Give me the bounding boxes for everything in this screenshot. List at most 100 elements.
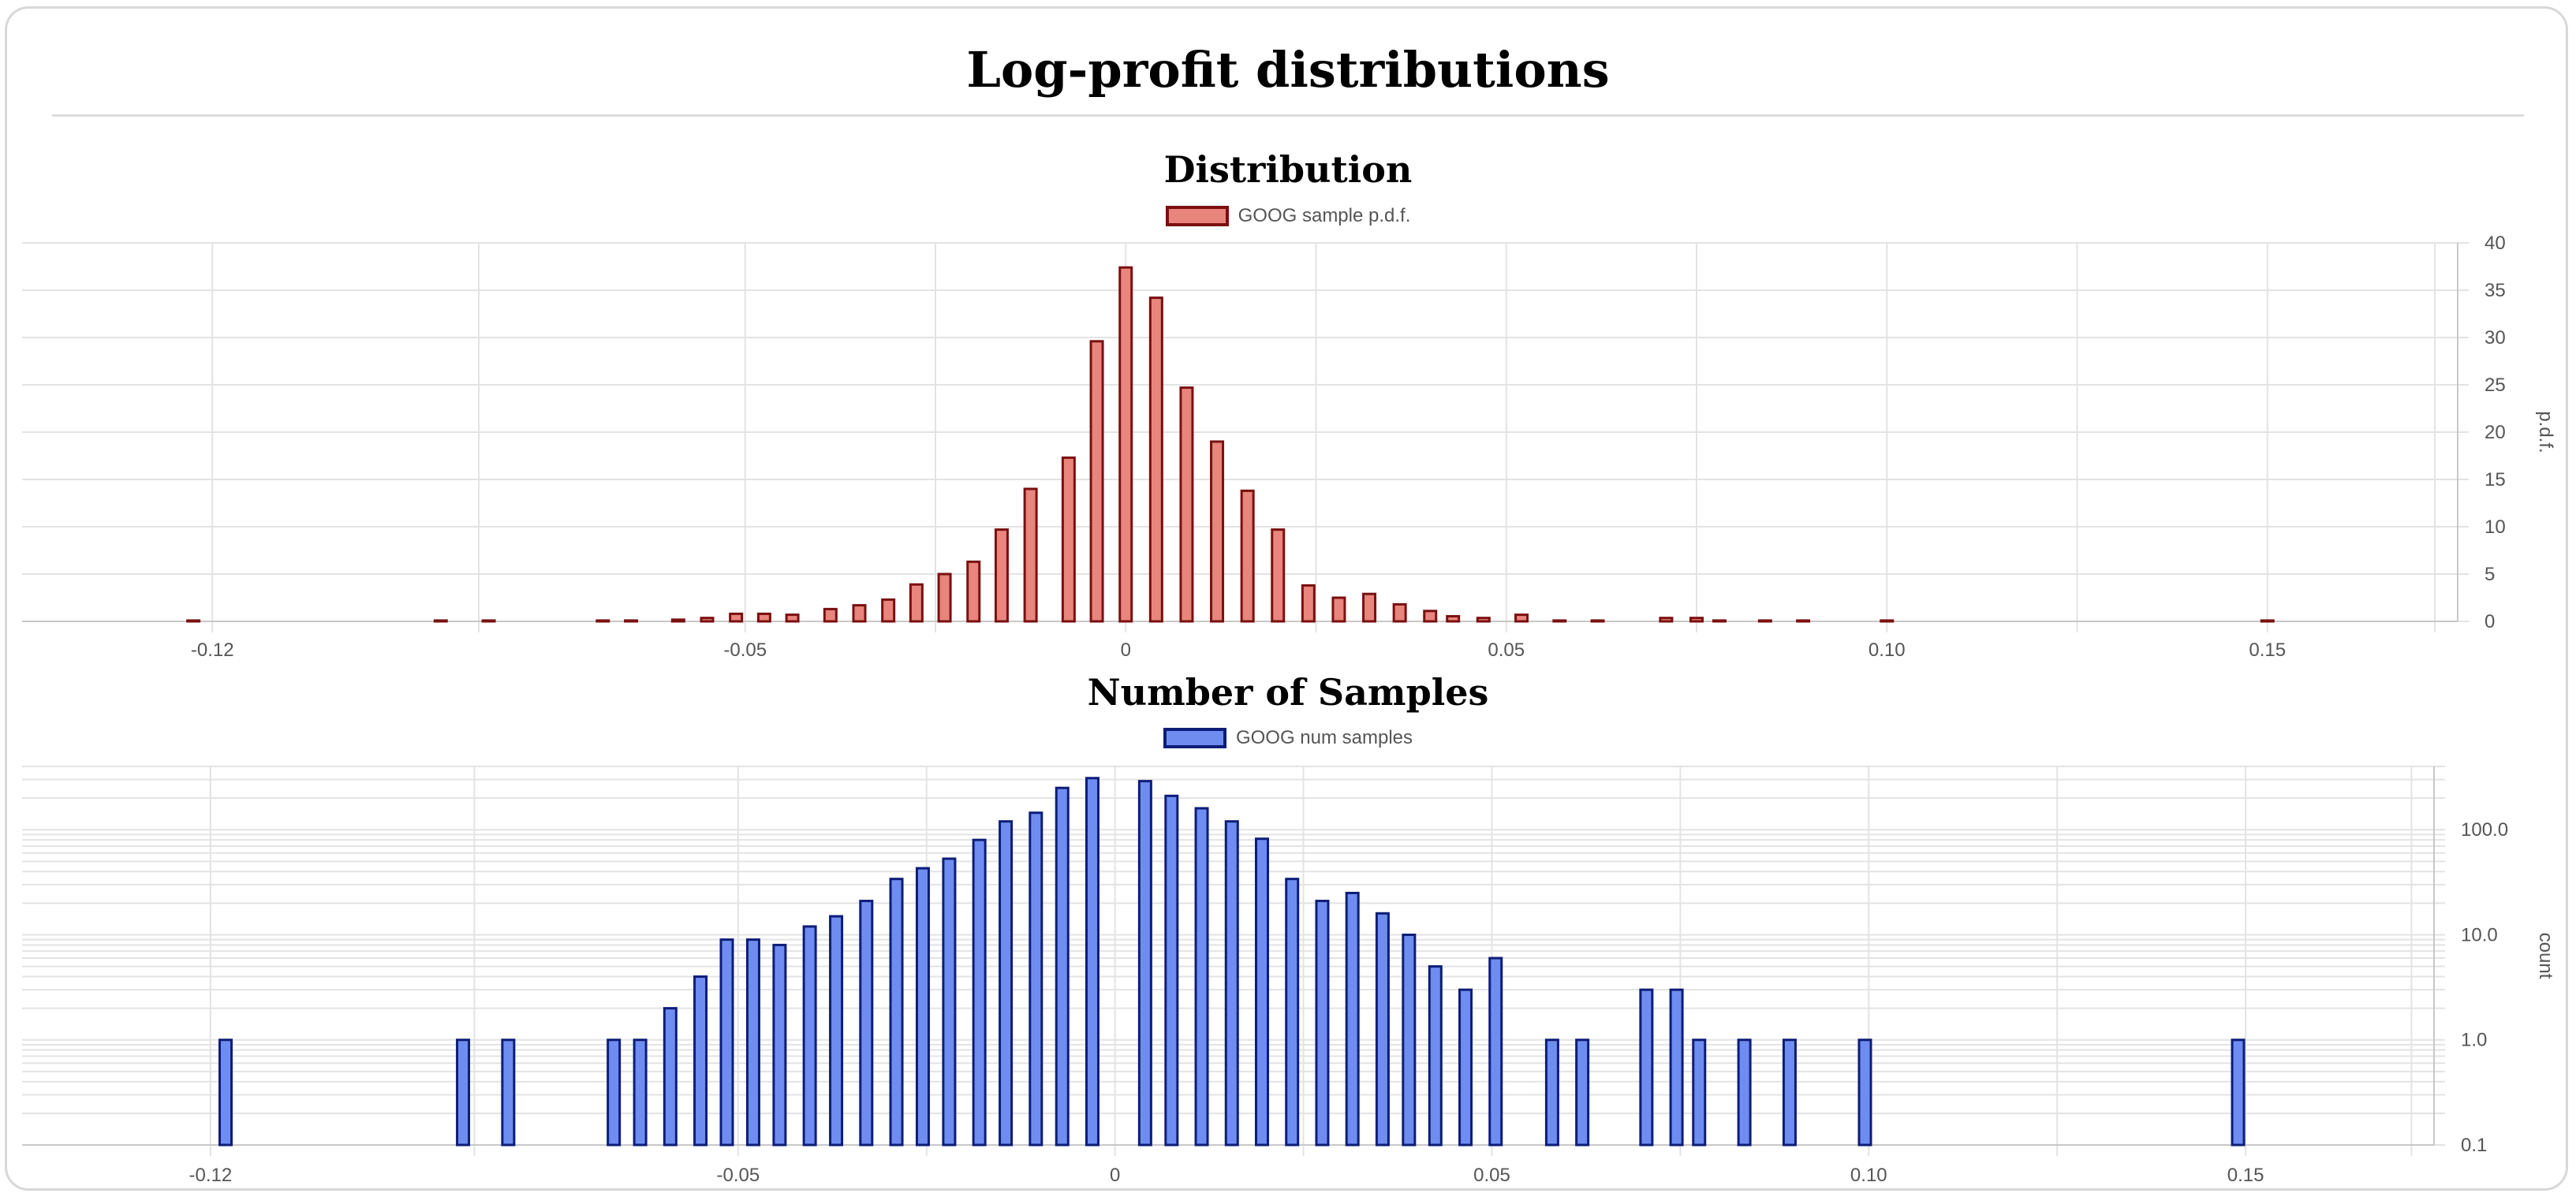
bar xyxy=(1148,296,1163,623)
bar xyxy=(719,938,734,1147)
bar xyxy=(999,820,1014,1147)
bar xyxy=(966,560,981,623)
bar xyxy=(1089,340,1104,623)
bar xyxy=(1476,617,1491,623)
y-tick-label: 0 xyxy=(2485,611,2495,632)
bar xyxy=(1392,602,1407,623)
x-tick-label: 0.10 xyxy=(1850,1165,1887,1186)
bar xyxy=(772,943,787,1147)
bar xyxy=(1240,489,1255,623)
bar xyxy=(607,1039,622,1147)
bar xyxy=(1137,780,1152,1147)
bar xyxy=(1659,617,1674,623)
bar xyxy=(1362,592,1377,623)
distribution-legend-label[interactable]: GOOG sample p.d.f. xyxy=(1238,205,1411,226)
y-axis-title: p.d.f. xyxy=(2535,411,2556,453)
x-tick-label: 0 xyxy=(1121,640,1131,661)
x-tick-label: 0.15 xyxy=(2227,1165,2264,1186)
x-tick-label: 0.15 xyxy=(2249,640,2286,661)
bar xyxy=(670,618,685,623)
bar xyxy=(756,612,771,623)
page-title: Log-profit distributions xyxy=(966,41,1610,99)
bar xyxy=(852,604,867,623)
samples-legend-swatch[interactable] xyxy=(1163,728,1226,748)
bar xyxy=(633,1039,648,1147)
bar xyxy=(994,528,1009,623)
bar xyxy=(1061,456,1076,623)
bar xyxy=(1737,1039,1752,1147)
bar xyxy=(1782,1039,1797,1147)
y-tick-label: 5 xyxy=(2485,564,2495,585)
bar xyxy=(1331,596,1346,623)
bar xyxy=(1692,1039,1707,1147)
bar xyxy=(1055,786,1070,1147)
bar xyxy=(1669,988,1684,1147)
bar xyxy=(1179,386,1194,623)
bar xyxy=(1023,487,1038,623)
samples-legend[interactable]: GOOG num samples xyxy=(0,727,2576,749)
x-tick-label: -0.05 xyxy=(723,640,767,661)
bar xyxy=(1689,617,1704,623)
x-tick-label: 0.05 xyxy=(1473,1165,1510,1186)
y-tick-label: 20 xyxy=(2485,422,2506,443)
bar xyxy=(1085,777,1099,1147)
bar xyxy=(823,607,838,623)
bar xyxy=(1575,1039,1590,1147)
y-tick-label: 10 xyxy=(2485,516,2506,538)
y-tick-label: 30 xyxy=(2485,327,2506,349)
bar xyxy=(1375,912,1390,1147)
bar xyxy=(915,867,930,1147)
bar xyxy=(1423,610,1438,623)
y-tick-label: 35 xyxy=(2485,280,2506,301)
bar xyxy=(859,900,874,1147)
bar xyxy=(1118,266,1133,623)
y-tick-label: 40 xyxy=(2485,233,2506,254)
bar xyxy=(1514,613,1529,623)
bar xyxy=(745,938,760,1147)
bar xyxy=(942,857,957,1147)
bar xyxy=(1857,1039,1872,1147)
bar xyxy=(1639,988,1654,1147)
bar xyxy=(1271,528,1286,623)
bar xyxy=(889,878,904,1147)
bar xyxy=(501,1039,516,1147)
bar xyxy=(1345,891,1360,1147)
bar xyxy=(218,1039,233,1147)
bar xyxy=(1210,440,1225,623)
bar xyxy=(693,975,708,1147)
x-tick-label: -0.12 xyxy=(189,1165,233,1186)
bar xyxy=(1428,965,1443,1147)
bar xyxy=(881,598,896,623)
bar xyxy=(456,1039,471,1147)
bar xyxy=(1458,988,1473,1147)
bar xyxy=(829,915,844,1147)
bar xyxy=(1194,807,1209,1147)
bar xyxy=(700,617,715,623)
y-tick-label: 15 xyxy=(2485,469,2506,490)
x-tick-label: 0 xyxy=(1110,1165,1120,1186)
y-tick-label: 0.1 xyxy=(2461,1135,2487,1156)
distribution-chart-title: Distribution xyxy=(1163,148,1413,191)
x-tick-label: 0.10 xyxy=(1869,640,1906,661)
bar xyxy=(909,583,924,623)
bar xyxy=(785,613,800,623)
x-tick-label: -0.05 xyxy=(716,1165,760,1186)
bar xyxy=(1029,811,1043,1147)
bar xyxy=(1285,878,1300,1147)
distribution-legend-swatch[interactable] xyxy=(1165,206,1229,226)
y-tick-label: 10.0 xyxy=(2461,924,2498,945)
bar xyxy=(1488,956,1503,1147)
x-tick-label: -0.12 xyxy=(191,640,234,661)
bar xyxy=(972,838,987,1147)
bar xyxy=(1446,615,1461,623)
samples-legend-label[interactable]: GOOG num samples xyxy=(1235,727,1413,748)
bar xyxy=(802,925,817,1147)
y-tick-label: 25 xyxy=(2485,375,2506,396)
y-tick-label: 1.0 xyxy=(2461,1030,2487,1051)
bar xyxy=(663,1007,678,1147)
distribution-legend[interactable]: GOOG sample p.d.f. xyxy=(0,205,2576,227)
title-divider xyxy=(52,114,2524,117)
bar xyxy=(729,612,744,623)
